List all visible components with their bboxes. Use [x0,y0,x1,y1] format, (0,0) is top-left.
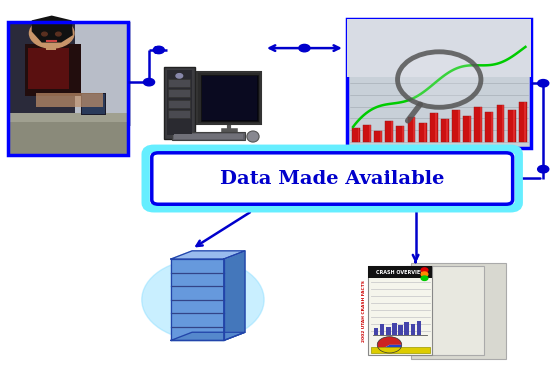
FancyBboxPatch shape [168,110,190,118]
Polygon shape [32,16,73,43]
FancyBboxPatch shape [28,48,70,89]
FancyBboxPatch shape [358,128,360,142]
FancyBboxPatch shape [524,102,527,142]
Polygon shape [224,251,245,340]
Circle shape [421,272,428,276]
FancyBboxPatch shape [8,113,128,122]
FancyBboxPatch shape [380,131,382,142]
FancyBboxPatch shape [368,266,432,355]
FancyBboxPatch shape [25,44,81,96]
FancyBboxPatch shape [463,116,471,142]
FancyBboxPatch shape [385,121,393,142]
FancyBboxPatch shape [386,327,390,335]
FancyBboxPatch shape [513,110,515,142]
FancyBboxPatch shape [408,117,415,142]
Text: CRASH OVERVIEW: CRASH OVERVIEW [375,270,425,275]
FancyBboxPatch shape [202,76,257,120]
Circle shape [410,198,421,205]
FancyBboxPatch shape [374,131,382,142]
FancyBboxPatch shape [363,125,371,142]
FancyBboxPatch shape [406,266,484,355]
FancyBboxPatch shape [36,92,103,107]
FancyBboxPatch shape [404,322,409,335]
FancyBboxPatch shape [392,323,396,335]
Circle shape [538,165,549,173]
FancyBboxPatch shape [352,128,360,142]
Polygon shape [171,332,245,340]
FancyBboxPatch shape [174,134,243,139]
FancyBboxPatch shape [446,119,449,142]
FancyBboxPatch shape [424,122,426,142]
Circle shape [176,74,182,78]
Wedge shape [378,337,401,350]
FancyBboxPatch shape [168,100,190,108]
Circle shape [247,198,258,205]
FancyBboxPatch shape [25,44,81,96]
FancyBboxPatch shape [172,132,245,140]
FancyBboxPatch shape [46,41,56,50]
FancyBboxPatch shape [197,72,261,124]
FancyBboxPatch shape [8,22,128,155]
FancyBboxPatch shape [441,119,449,142]
FancyBboxPatch shape [396,126,404,142]
FancyBboxPatch shape [146,149,519,208]
FancyBboxPatch shape [502,105,504,142]
Circle shape [29,18,74,48]
FancyBboxPatch shape [480,107,482,142]
FancyBboxPatch shape [452,110,460,142]
Ellipse shape [247,131,259,142]
FancyBboxPatch shape [458,110,460,142]
Circle shape [42,32,47,36]
FancyBboxPatch shape [348,18,531,148]
FancyBboxPatch shape [402,126,404,142]
FancyBboxPatch shape [497,105,504,142]
Text: Data Made Available: Data Made Available [220,169,444,188]
FancyBboxPatch shape [491,112,493,142]
FancyBboxPatch shape [410,324,415,335]
FancyBboxPatch shape [508,110,515,142]
FancyBboxPatch shape [374,328,378,335]
FancyBboxPatch shape [411,263,506,359]
FancyBboxPatch shape [519,102,527,142]
FancyBboxPatch shape [398,325,403,335]
FancyBboxPatch shape [485,112,493,142]
Circle shape [153,46,165,54]
FancyBboxPatch shape [81,92,106,115]
Circle shape [421,268,428,272]
FancyBboxPatch shape [75,22,131,126]
Circle shape [538,80,549,87]
FancyBboxPatch shape [168,89,190,97]
FancyBboxPatch shape [8,118,128,155]
FancyBboxPatch shape [416,321,421,335]
FancyBboxPatch shape [348,18,531,77]
Polygon shape [171,259,224,340]
FancyBboxPatch shape [413,117,415,142]
FancyBboxPatch shape [370,347,430,353]
FancyBboxPatch shape [435,113,438,142]
Circle shape [142,259,264,340]
FancyBboxPatch shape [391,121,393,142]
FancyBboxPatch shape [167,70,192,135]
FancyBboxPatch shape [430,113,438,142]
Circle shape [143,78,155,86]
FancyBboxPatch shape [201,75,258,121]
Wedge shape [380,345,401,353]
FancyBboxPatch shape [369,125,371,142]
FancyBboxPatch shape [152,153,513,204]
Circle shape [299,44,310,52]
FancyBboxPatch shape [380,324,384,335]
Circle shape [400,53,479,106]
Polygon shape [171,251,245,259]
FancyBboxPatch shape [82,94,105,114]
FancyBboxPatch shape [469,116,471,142]
FancyBboxPatch shape [164,67,195,139]
FancyBboxPatch shape [368,266,432,278]
FancyBboxPatch shape [168,79,190,87]
Circle shape [56,32,61,36]
FancyBboxPatch shape [419,122,426,142]
Text: 2002 UTAH CRASH FACTS: 2002 UTAH CRASH FACTS [362,280,366,342]
Circle shape [421,276,428,280]
FancyBboxPatch shape [474,107,482,142]
